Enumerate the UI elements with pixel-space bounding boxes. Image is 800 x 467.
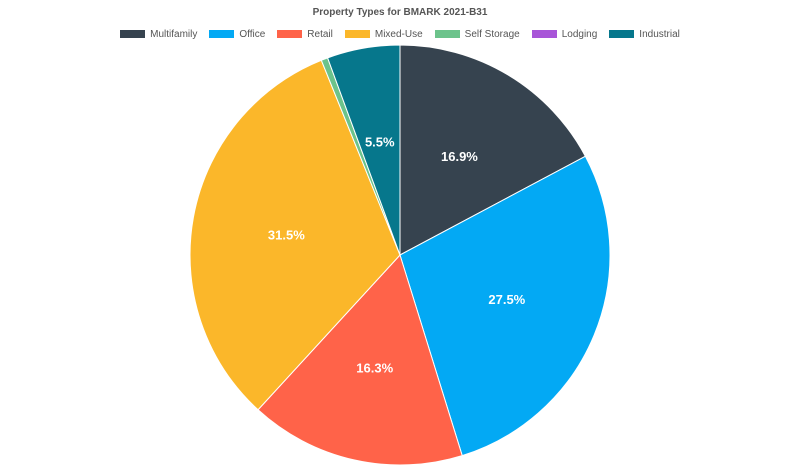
slice-label-mixed-use: 31.5% — [268, 227, 305, 242]
chart-title: Property Types for BMARK 2021-B31 — [312, 7, 488, 18]
legend-swatch — [209, 30, 235, 38]
pie-slice-retail[interactable] — [257, 254, 463, 466]
pie-slice-mixed-use[interactable] — [189, 59, 401, 411]
pie-slice-office[interactable] — [399, 155, 611, 457]
pie-labels: 16.9% 27.5% 16.3% 31.5% 5.5% — [268, 134, 526, 375]
legend-label: Industrial — [639, 28, 680, 40]
legend-label: Lodging — [561, 28, 598, 40]
legend-swatch — [277, 30, 303, 38]
chart-legend: Multifamily Office Retail Mixed-Use Self… — [0, 27, 800, 41]
legend-swatch — [531, 30, 557, 38]
legend-item-office[interactable]: Office — [209, 29, 265, 40]
legend-label: Office — [239, 28, 266, 40]
legend-swatch — [434, 30, 460, 38]
slice-label-office: 27.5% — [488, 292, 525, 307]
pie-slice-multifamily[interactable] — [399, 44, 587, 256]
legend-item-mixed-use[interactable]: Mixed-Use — [344, 28, 423, 40]
legend-swatch — [344, 30, 370, 38]
legend-label: Self Storage — [464, 28, 520, 40]
legend-label: Retail — [307, 28, 333, 40]
pie-slice-industrial[interactable] — [326, 44, 401, 256]
slice-label-multifamily: 16.9% — [441, 149, 478, 164]
legend-item-industrial[interactable]: Industrial — [609, 29, 680, 40]
legend-item-multifamily[interactable]: Multifamily — [120, 29, 197, 40]
legend-swatch — [609, 30, 635, 38]
legend-label: Multifamily — [150, 28, 198, 40]
legend-item-lodging[interactable]: Lodging — [531, 28, 598, 40]
slice-label-industrial: 5.5% — [365, 134, 395, 149]
legend-item-self-storage[interactable]: Self Storage — [434, 28, 520, 40]
pie-slices — [189, 44, 611, 466]
legend-swatch — [120, 30, 146, 38]
legend-item-retail[interactable]: Retail — [277, 29, 333, 40]
legend-label: Mixed-Use — [374, 28, 423, 40]
slice-label-retail: 16.3% — [356, 361, 393, 376]
